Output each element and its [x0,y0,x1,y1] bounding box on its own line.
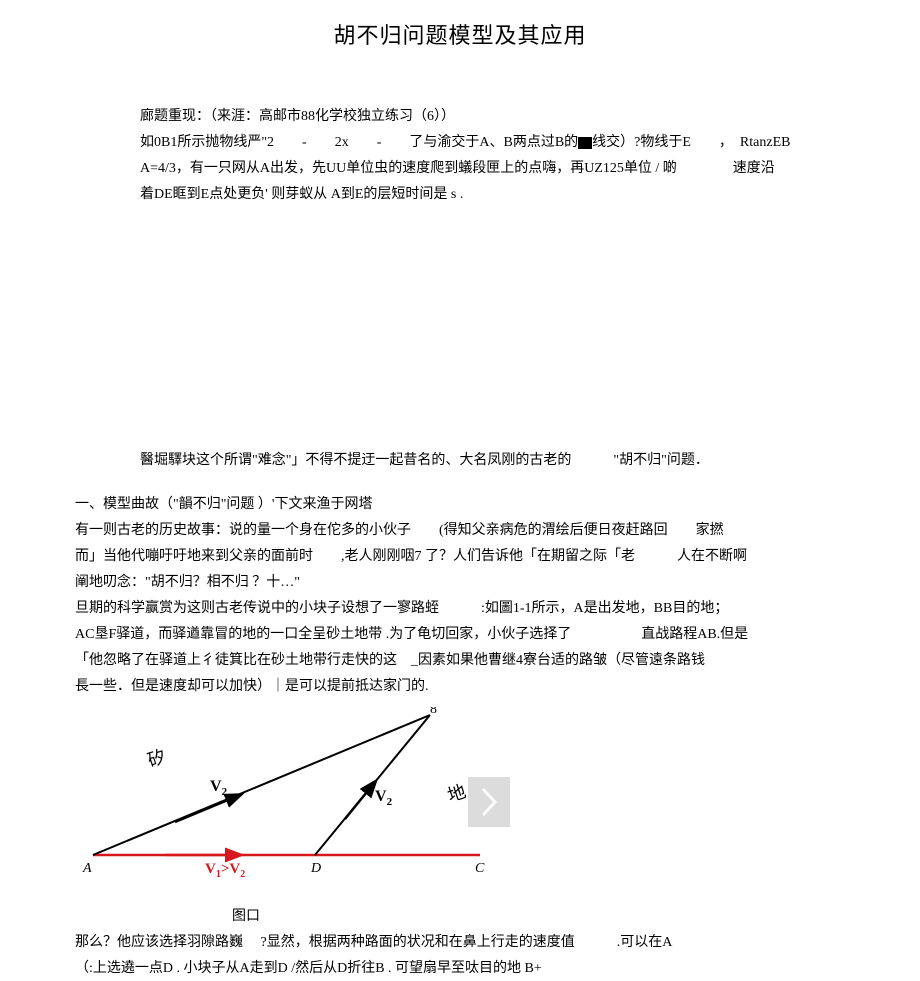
path-diagram: 8 A D C V2 V2 V1>V2 矽 地 [75,707,505,907]
label-a: A [82,861,92,876]
label-land-right: 地 [445,781,468,806]
label-v1-gt-v2: V1>V2 [205,861,245,880]
p2-part-a: 如0B1所示抛物线严"2 - 2x - 了与渝交于A、B两点过B的 [140,135,578,150]
label-c: C [475,861,485,876]
label-sand-left: 矽 [145,746,168,771]
section-heading: 一、模型曲故（"韻不归"问题 ）'下文来渔于网塔 [75,493,845,517]
story-line-1: 有一则古老的历史故事：说的量一个身在佗多的小伙子 (得知父亲病危的渭绘后便日夜赶… [75,519,845,543]
story-line-2: 而」当他代嘣吁吁地来到父亲的面前时 ,老人刚刚咽7 了？人们告诉他「在期留之际「… [75,545,845,569]
story-line-3: 阐地叨念："胡不归？相不归 ？十…" [75,571,845,595]
conclusion-line-1: 那么？他应该选择羽隙路巍 ?显然，根据两种路面的状况和在鼻上行走的速度值 .可以… [75,931,845,955]
story-line-7: 長一些．但是速度却可以加快）｜是可以提前抵达家门的. [75,675,845,699]
paragraph-intro: 醫堀驛块这个所谓"难念"」不得不提迂一起昔名的、大名凤刚的古老的 "胡不归"问题… [140,449,845,473]
figure-caption: 图口 [232,905,920,925]
page-title: 胡不归问题模型及其应用 [0,0,920,50]
label-v2-right: V2 [375,788,393,808]
redacted-box [578,137,592,149]
label-b: 8 [430,707,437,717]
next-button[interactable] [468,777,510,827]
label-d: D [310,861,321,876]
story-line-5: AC垦F驿道，而驿遒靠冒的地的一口全呈砂土地带 .为了龟切回家，小伙子选择了 直… [75,623,845,647]
story-line-6: 「他忽略了在驿道上彳徒箕比在砂土地带行走快的这 _因素如果他曹继4寮台适的路皱（… [75,649,845,673]
p2-part-b: 线交）?物线于E ， RtanzEB [592,135,790,150]
paragraph-line-4: 着DE眶到E点处更负' 则芽蚁从 A到E的层短时间是 s . [140,183,845,207]
paragraph-line-3: A=4/3，有一只网从A出发，先UU单位虫的速度爬到蟻段匣上的点嗨，再UZ125… [140,157,845,181]
chevron-right-icon [479,787,499,817]
diagram-svg: 8 A D C V2 V2 V1>V2 矽 地 [75,707,505,907]
story-line-4: 旦期的科学赢赏为这则古老传说中的小块子设想了一寥路蛭 :如圖1-1所示，A是出发… [75,597,845,621]
conclusion-line-2: （:上选遶一点D . 小块子从A走到D /然后从D折往B . 可望扇早至呔目的地… [75,957,845,981]
paragraph-line-2: 如0B1所示抛物线严"2 - 2x - 了与渝交于A、B两点过B的线交）?物线于… [140,131,845,155]
label-v2-left: V2 [210,778,228,798]
paragraph-source: 廊题重现：（来涯：高邮市88化学校独立练习（6）） [140,105,845,129]
